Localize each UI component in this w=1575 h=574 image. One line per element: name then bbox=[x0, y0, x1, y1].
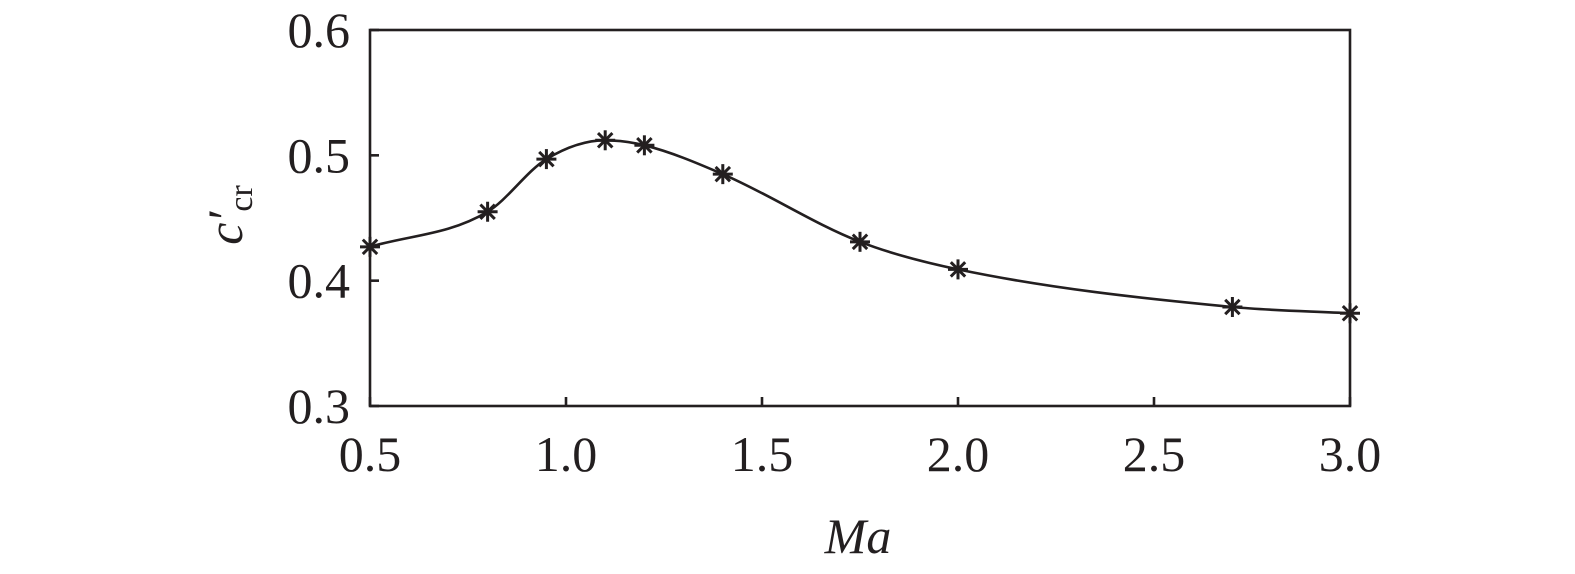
x-tick-label: 2.0 bbox=[927, 426, 990, 482]
x-tick-label: 0.5 bbox=[339, 426, 402, 482]
y-tick-label: 0.3 bbox=[288, 378, 351, 434]
y-tick-label: 0.4 bbox=[288, 253, 351, 309]
data-point-marker bbox=[634, 135, 655, 156]
x-axis-tick-labels: 0.5 1.0 1.5 2.0 2.5 3.0 bbox=[339, 426, 1382, 482]
x-tick-label: 1.5 bbox=[731, 426, 794, 482]
x-tick-label: 2.5 bbox=[1123, 426, 1186, 482]
y-tick-label: 0.6 bbox=[288, 2, 351, 58]
y-tick-label: 0.5 bbox=[288, 127, 351, 183]
data-point-marker bbox=[477, 201, 498, 222]
x-tick-label: 1.0 bbox=[535, 426, 598, 482]
series-line bbox=[369, 138, 1351, 315]
y-axis-ticks bbox=[370, 28, 379, 408]
series-markers bbox=[360, 130, 1360, 324]
x-axis-ticks bbox=[368, 397, 1352, 406]
data-point-marker bbox=[712, 164, 733, 185]
x-tick-label: 3.0 bbox=[1319, 426, 1382, 482]
y-axis-title-main: c′ bbox=[197, 211, 253, 245]
data-point-marker bbox=[850, 231, 870, 252]
data-point-marker bbox=[536, 149, 557, 170]
data-point-marker bbox=[948, 259, 968, 280]
data-point-marker bbox=[595, 130, 616, 151]
data-point-marker bbox=[1222, 296, 1243, 317]
y-axis-title: c′cr bbox=[197, 185, 260, 245]
plot-area-frame bbox=[368, 28, 1352, 408]
x-axis-title: Ma bbox=[824, 508, 892, 564]
y-axis-tick-labels: 0.3 0.4 0.5 0.6 bbox=[288, 2, 351, 434]
y-axis-title-subscript: cr bbox=[223, 185, 260, 212]
